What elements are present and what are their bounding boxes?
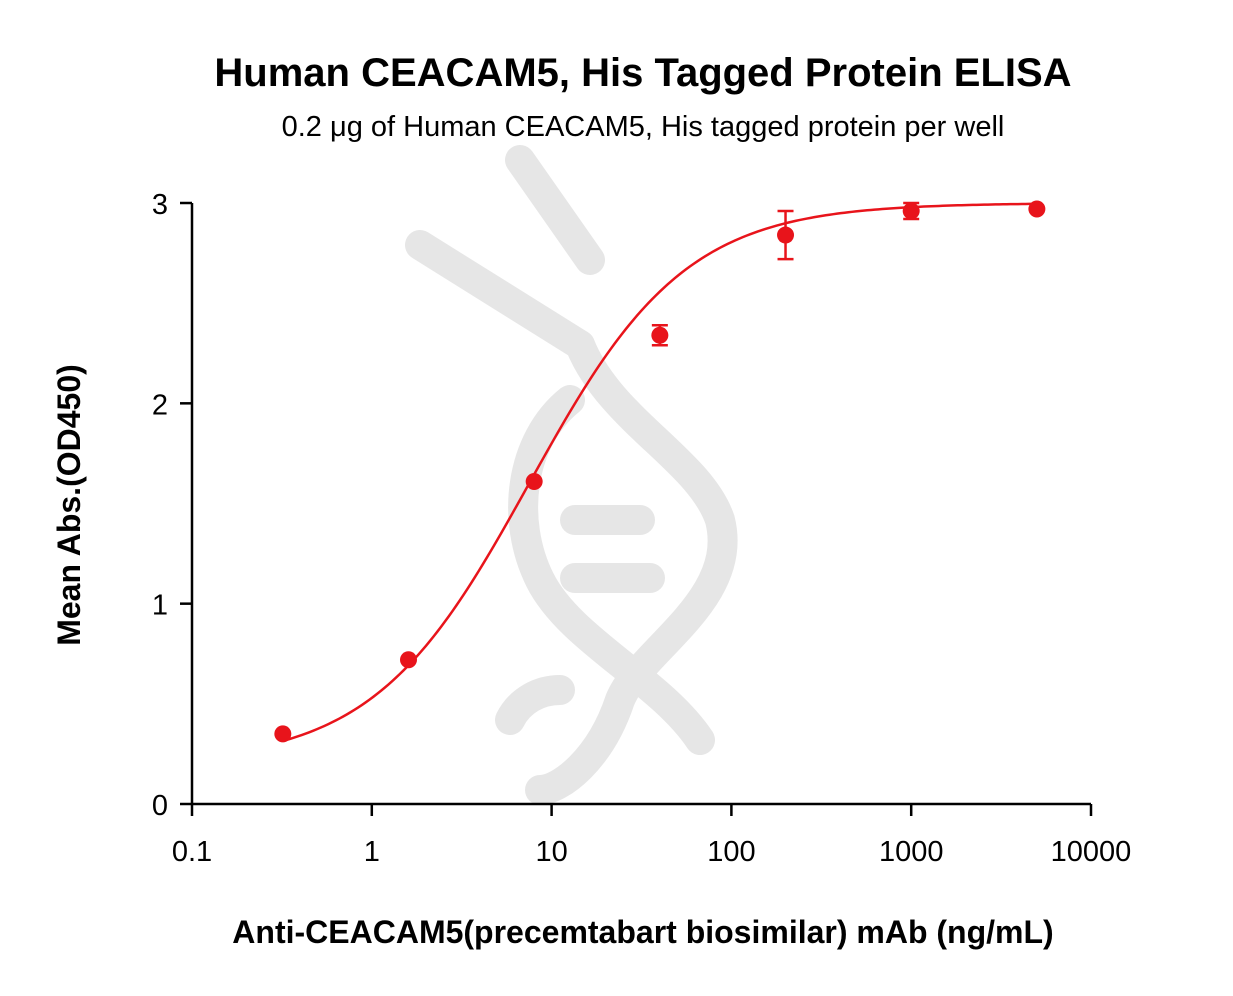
x-tick-label: 1: [364, 836, 380, 868]
y-tick-label: 3: [152, 189, 168, 221]
x-tick-label: 10000: [1051, 836, 1132, 868]
x-tick-label: 1000: [879, 836, 944, 868]
data-point: [525, 472, 543, 490]
data-point: [274, 725, 292, 743]
y-tick-label: 2: [152, 389, 168, 421]
data-point: [1028, 200, 1046, 218]
chart-title: Human CEACAM5, His Tagged Protein ELISA: [214, 51, 1071, 95]
y-tick-label: 1: [152, 590, 168, 622]
y-axis-title: Mean Abs.(OD450): [51, 364, 87, 646]
y-tick-label: 0: [152, 790, 168, 822]
chart-subtitle: 0.2 μg of Human CEACAM5, His tagged prot…: [282, 111, 1005, 143]
plot-area: 0.1 1 10 100 1000 10000 0 1 2 3: [152, 189, 1131, 868]
data-point: [651, 326, 669, 344]
data-point: [902, 202, 920, 220]
x-tick-label: 0.1: [172, 836, 212, 868]
watermark-logo: [405, 145, 738, 805]
x-tick-label: 10: [535, 836, 567, 868]
x-tick-label: 100: [707, 836, 755, 868]
data-point: [777, 226, 795, 244]
x-axis-title: Anti-CEACAM5(precemtabart biosimilar) mA…: [232, 914, 1053, 950]
data-point: [400, 651, 418, 669]
